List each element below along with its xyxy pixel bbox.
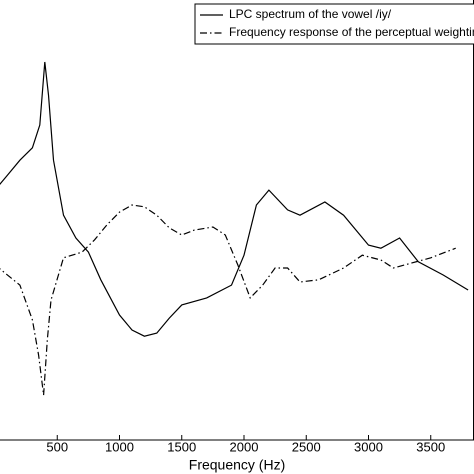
- x-tick-label: 2000: [230, 439, 259, 454]
- data-line: [0, 204, 456, 396]
- data-line: [0, 61, 469, 337]
- x-tick-label: 3000: [354, 439, 383, 454]
- legend-label: Frequency response of the perceptual wei…: [229, 25, 474, 39]
- x-tick-label: 1000: [105, 439, 134, 454]
- legend-label: LPC spectrum of the vowel /iy/: [229, 7, 392, 21]
- x-tick-label: 2500: [292, 439, 321, 454]
- x-tick-label: 3500: [416, 439, 445, 454]
- x-tick-label: 1500: [167, 439, 196, 454]
- x-axis-label: Frequency (Hz): [189, 457, 285, 473]
- legend-box: [194, 3, 474, 45]
- x-tick-label: 500: [46, 439, 68, 454]
